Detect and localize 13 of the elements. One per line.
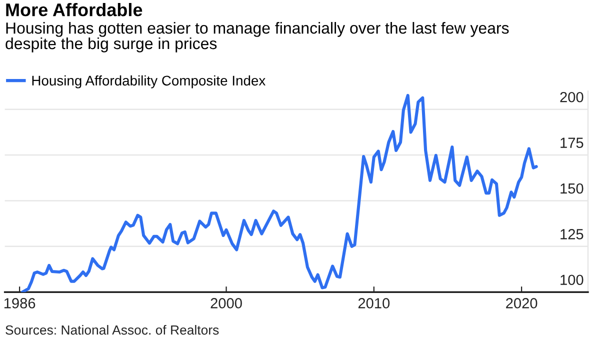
y-tick-label: 200 [560, 92, 584, 102]
chart-subtitle: Housing has gotten easier to manage financially over the last few years despite the big surge in prices [6, 22, 509, 52]
chart-title: More Affordable [6, 3, 142, 16]
legend-label: Housing Affordability Composite Index [32, 75, 266, 88]
x-tick-label: 2000 [210, 298, 242, 308]
y-tick-label: 150 [560, 183, 584, 194]
y-tick-label: 175 [560, 138, 584, 148]
x-tick-label: 2020 [506, 298, 538, 308]
source-note: Sources: National Assoc. of Realtors [6, 325, 219, 335]
x-tick-label: 2010 [358, 298, 390, 308]
y-tick-label: 125 [560, 229, 584, 240]
y-tick-label: 100 [560, 274, 584, 286]
x-tick-label: 1986 [4, 298, 36, 308]
